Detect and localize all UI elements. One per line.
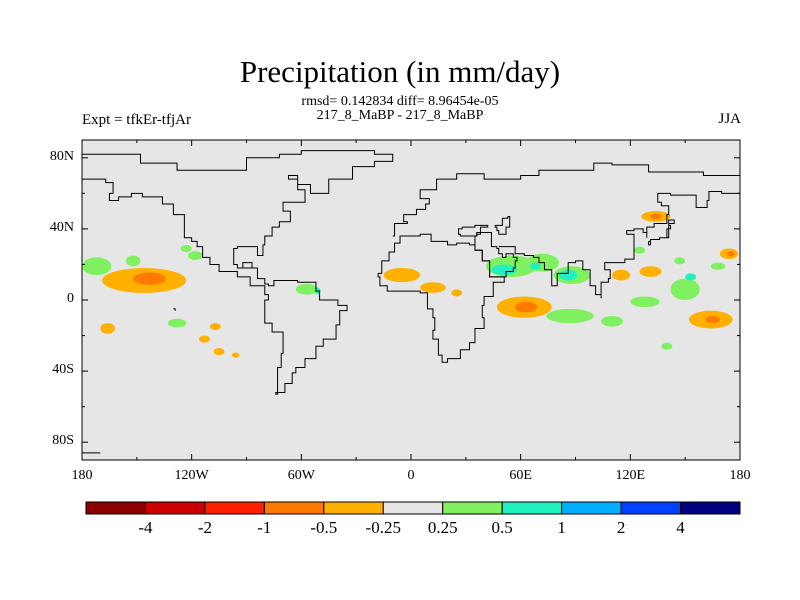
precip-anomaly-blob-26 <box>559 269 578 281</box>
colorbar-swatch-4 <box>323 501 384 515</box>
colorbar-label-2: -1 <box>257 518 272 537</box>
x-tick-label-5: 120E <box>615 468 646 483</box>
precip-anomaly-blob-36 <box>705 316 720 324</box>
precip-anomaly-blob-11 <box>231 352 240 358</box>
x-tick-label-6: 180 <box>729 468 751 483</box>
precip-anomaly-blob-29 <box>633 246 645 254</box>
colorbar-label-7: 1 <box>557 518 566 537</box>
stats-line: rmsd= 0.142834 diff= 8.96454e-05 <box>301 94 499 109</box>
colorbar-label-1: -2 <box>197 518 212 537</box>
colorbar-label-6: 0.5 <box>491 518 513 537</box>
coastline-3 <box>392 162 740 237</box>
precip-anomaly-blob-4 <box>188 251 203 260</box>
axis-ticks <box>81 140 741 460</box>
y-tick-label-2: 0 <box>67 291 74 306</box>
colorbar-swatch-5 <box>382 501 444 515</box>
colorbar-swatch-8 <box>561 501 622 515</box>
precip-anomaly-blob-20 <box>601 316 624 327</box>
x-tick-label-4: 60E <box>509 468 532 483</box>
colorbar-swatch-9 <box>620 501 682 515</box>
x-tick-label-3: 0 <box>407 468 415 483</box>
precip-anomaly-blob-5 <box>180 244 192 252</box>
chart-subtitle: rmsd= 0.142834 diff= 8.96454e-05 217_8_M… <box>0 95 800 123</box>
plot-area <box>82 140 740 460</box>
precip-anomaly-blob-40 <box>661 342 673 350</box>
y-tick-label-0: 80N <box>49 148 74 164</box>
precip-anomaly-blob-33 <box>685 273 697 281</box>
precip-anomaly-blob-31 <box>650 213 662 220</box>
precip-anomaly-blob-41 <box>674 257 686 265</box>
precip-anomaly-blob-10 <box>213 348 225 356</box>
precip-anomaly-blob-19 <box>546 308 594 324</box>
colorbar-label-8: 2 <box>616 518 626 537</box>
precip-anomaly-blob-39 <box>710 262 726 270</box>
precip-anomaly-blob-7 <box>167 318 187 328</box>
colorbar-swatch-10 <box>680 501 741 515</box>
coastline-0 <box>82 150 394 395</box>
precip-anomaly-blob-1 <box>133 272 167 285</box>
precip-anomaly-blob-27 <box>612 269 631 281</box>
precip-anomaly-blob-6 <box>100 323 115 334</box>
precip-anomaly-blob-3 <box>125 255 141 267</box>
precip-anomaly-blob-16 <box>451 289 463 297</box>
colorbar-swatch-6 <box>442 501 503 515</box>
colorbar-label-9: 4 <box>676 518 685 537</box>
colorbar-label-3: -0.5 <box>310 518 338 537</box>
y-tick-label-1: 40N <box>49 219 74 235</box>
coastline-9 <box>173 308 176 311</box>
experiment-pair-line: 217_8_MaBP - 217_8_MaBP <box>316 108 484 123</box>
colorbar-swatch-7 <box>501 501 563 515</box>
precip-anomaly-blob-32 <box>670 278 700 301</box>
y-tick-label-3: 40S <box>52 362 74 378</box>
precip-anomaly-blob-9 <box>198 335 210 343</box>
experiment-label: Expt = tfkEr-tfjAr <box>82 112 191 128</box>
coastline-6 <box>498 189 740 299</box>
precip-anomaly-blob-34 <box>630 296 660 308</box>
precip-anomaly-blob-18 <box>515 301 538 313</box>
coastline-2 <box>377 233 505 363</box>
precip-anomaly-blob-22 <box>491 264 518 276</box>
precip-anomaly-blob-24 <box>529 262 541 270</box>
x-tick-label-0: 180 <box>71 468 93 483</box>
precip-anomaly-blob-28 <box>639 266 662 277</box>
x-tick-label-2: 60W <box>287 468 315 483</box>
season-label: JJA <box>718 111 741 127</box>
colorbar-label-4: -0.25 <box>365 518 401 537</box>
precip-anomaly-blob-2 <box>82 257 112 276</box>
colorbar-swatch-1 <box>144 501 206 515</box>
precip-anomaly-blob-15 <box>420 282 446 293</box>
precip-anomaly-blob-8 <box>209 323 221 331</box>
y-tick-label-4: 80S <box>52 433 74 449</box>
precip-anomaly-field <box>82 211 739 358</box>
coastline-5 <box>474 231 518 278</box>
precip-anomaly-blob-12 <box>295 284 318 295</box>
colorbar-swatch-3 <box>263 501 325 515</box>
colorbar-swatch-0 <box>85 501 146 515</box>
x-tick-label-1: 120W <box>174 468 209 483</box>
coastline-7 <box>494 215 511 235</box>
chart-title: Precipitation (in mm/day) <box>239 54 561 89</box>
coastline-8 <box>648 219 675 246</box>
colorbar-label-5: 0.25 <box>427 518 458 537</box>
colorbar-label-0: -4 <box>138 518 153 537</box>
colorbar <box>85 501 741 515</box>
precip-anomaly-blob-14 <box>383 268 421 283</box>
colorbar-swatch-2 <box>204 501 265 515</box>
coastline-outline <box>82 150 740 454</box>
precip-anomaly-blob-38 <box>727 251 735 257</box>
